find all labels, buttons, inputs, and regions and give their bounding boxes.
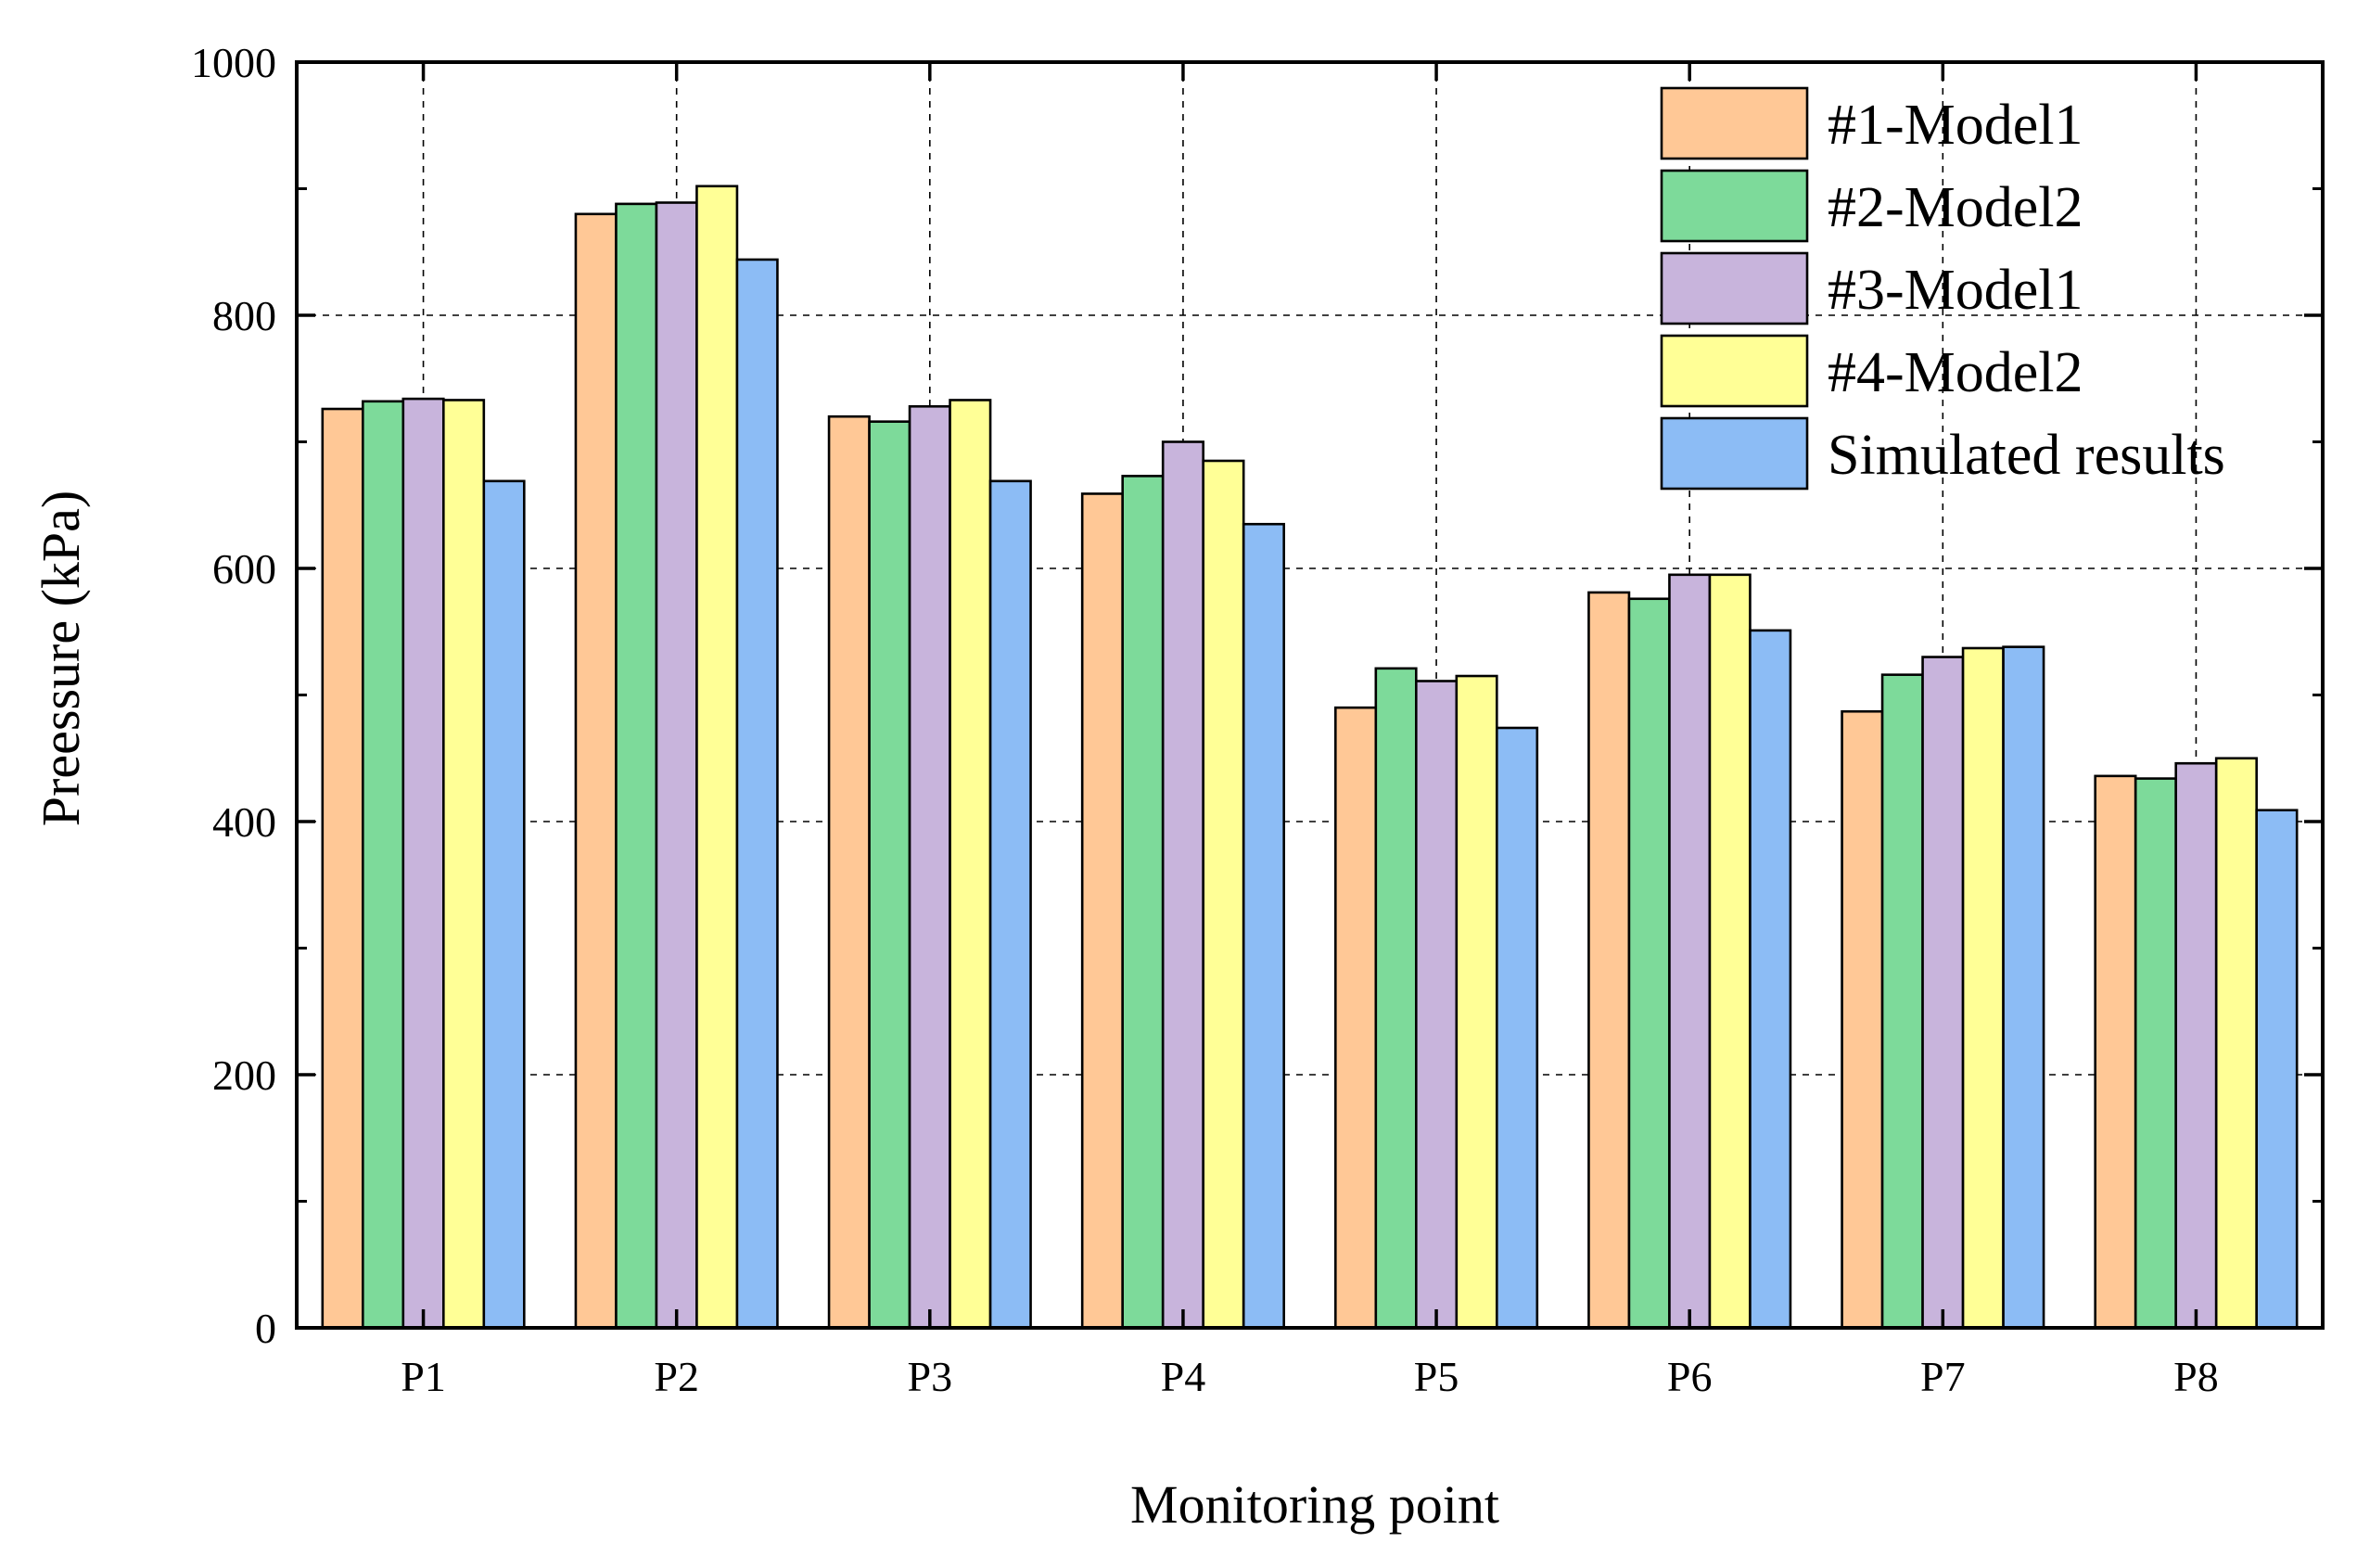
bar-p3-series-3 bbox=[908, 404, 951, 1330]
bar-p5-series-1 bbox=[1334, 706, 1378, 1330]
legend-label-series-1: #1-Model1 bbox=[1828, 94, 2083, 157]
legend-label-series-3: #3-Model1 bbox=[1828, 259, 2083, 322]
x-tick-label-p7: P7 bbox=[1920, 1353, 1966, 1400]
x-tick-label-p1: P1 bbox=[401, 1353, 446, 1400]
bar-p5-series-3 bbox=[1415, 680, 1459, 1330]
y-tick-label: 0 bbox=[255, 1305, 276, 1352]
bar-p3-series-1 bbox=[827, 414, 871, 1330]
bar-p8-series-5 bbox=[2255, 809, 2299, 1330]
legend: #1-Model1 #2-Model2 #3-Model1 #4-Model2 Simu… bbox=[1660, 86, 2225, 491]
bar-p7-series-2 bbox=[1880, 673, 1924, 1330]
bar-p1-series-5 bbox=[482, 479, 526, 1330]
bar-p3-series-2 bbox=[868, 420, 911, 1330]
x-axis-title: Monitoring point bbox=[1130, 1474, 1499, 1535]
x-tick-label-p8: P8 bbox=[2173, 1353, 2219, 1400]
y-tick-label: 200 bbox=[212, 1052, 276, 1099]
bar-p4-series-2 bbox=[1121, 475, 1165, 1330]
x-tick-label-p4: P4 bbox=[1161, 1353, 1206, 1400]
bar-p8-series-4 bbox=[2214, 757, 2258, 1330]
bar-p5-series-2 bbox=[1374, 667, 1418, 1330]
bar-p7-series-4 bbox=[1961, 646, 2005, 1330]
bar-p1-series-2 bbox=[362, 400, 405, 1330]
bar-p2-series-4 bbox=[695, 185, 739, 1330]
legend-swatch-series-4 bbox=[1660, 334, 1809, 408]
bar-p7-series-3 bbox=[1921, 656, 1965, 1330]
bar-p1-series-3 bbox=[401, 397, 445, 1330]
bar-p4-series-5 bbox=[1242, 522, 1285, 1330]
legend-swatch-series-5 bbox=[1660, 416, 1809, 491]
bar-p3-series-5 bbox=[988, 479, 1032, 1330]
bar-p7-series-1 bbox=[1841, 709, 1884, 1330]
legend-label-series-5: Simulated results bbox=[1828, 424, 2225, 487]
bar-p2-series-1 bbox=[574, 212, 618, 1330]
bar-p6-series-3 bbox=[1668, 573, 1712, 1330]
y-tick-label: 400 bbox=[212, 798, 276, 846]
bar-p3-series-4 bbox=[949, 399, 992, 1330]
bar-p1-series-1 bbox=[321, 407, 364, 1330]
bar-p8-series-2 bbox=[2134, 777, 2177, 1330]
bar-p2-series-5 bbox=[735, 258, 779, 1330]
bar-p6-series-4 bbox=[1708, 573, 1752, 1330]
bar-p7-series-5 bbox=[2002, 645, 2045, 1330]
bar-p6-series-5 bbox=[1749, 629, 1792, 1330]
bar-p4-series-4 bbox=[1202, 459, 1245, 1330]
bar-p8-series-3 bbox=[2174, 761, 2218, 1330]
legend-label-series-2: #2-Model2 bbox=[1828, 176, 2083, 239]
y-tick-label: 600 bbox=[212, 545, 276, 593]
legend-label-series-4: #4-Model2 bbox=[1828, 341, 2083, 404]
x-tick-label-p3: P3 bbox=[908, 1353, 953, 1400]
bar-p6-series-1 bbox=[1587, 591, 1631, 1330]
bar-p8-series-1 bbox=[2094, 774, 2137, 1330]
x-tick-label-p5: P5 bbox=[1414, 1353, 1459, 1400]
y-axis-title: Preessure (kPa) bbox=[31, 491, 91, 826]
bar-p2-series-3 bbox=[655, 201, 698, 1330]
legend-swatch-series-2 bbox=[1660, 169, 1809, 243]
ticks-layer: 0 200 400 600 800 1000 P1 P2 P3 P4 P5 P6 P7 P8 bbox=[191, 39, 2323, 1400]
bar-p4-series-3 bbox=[1161, 440, 1204, 1330]
y-tick-label: 1000 bbox=[191, 39, 276, 86]
y-tick-label: 800 bbox=[212, 292, 276, 339]
bar-p5-series-4 bbox=[1455, 674, 1498, 1330]
bar-p6-series-2 bbox=[1627, 597, 1671, 1330]
x-tick-label-p2: P2 bbox=[654, 1353, 699, 1400]
legend-swatch-series-1 bbox=[1660, 86, 1809, 160]
bar-p1-series-4 bbox=[442, 399, 486, 1330]
bar-p5-series-5 bbox=[1496, 726, 1539, 1330]
x-tick-label-p6: P6 bbox=[1667, 1353, 1713, 1400]
legend-swatch-series-3 bbox=[1660, 251, 1809, 325]
bar-p2-series-2 bbox=[615, 202, 658, 1330]
bar-p4-series-1 bbox=[1080, 492, 1124, 1330]
